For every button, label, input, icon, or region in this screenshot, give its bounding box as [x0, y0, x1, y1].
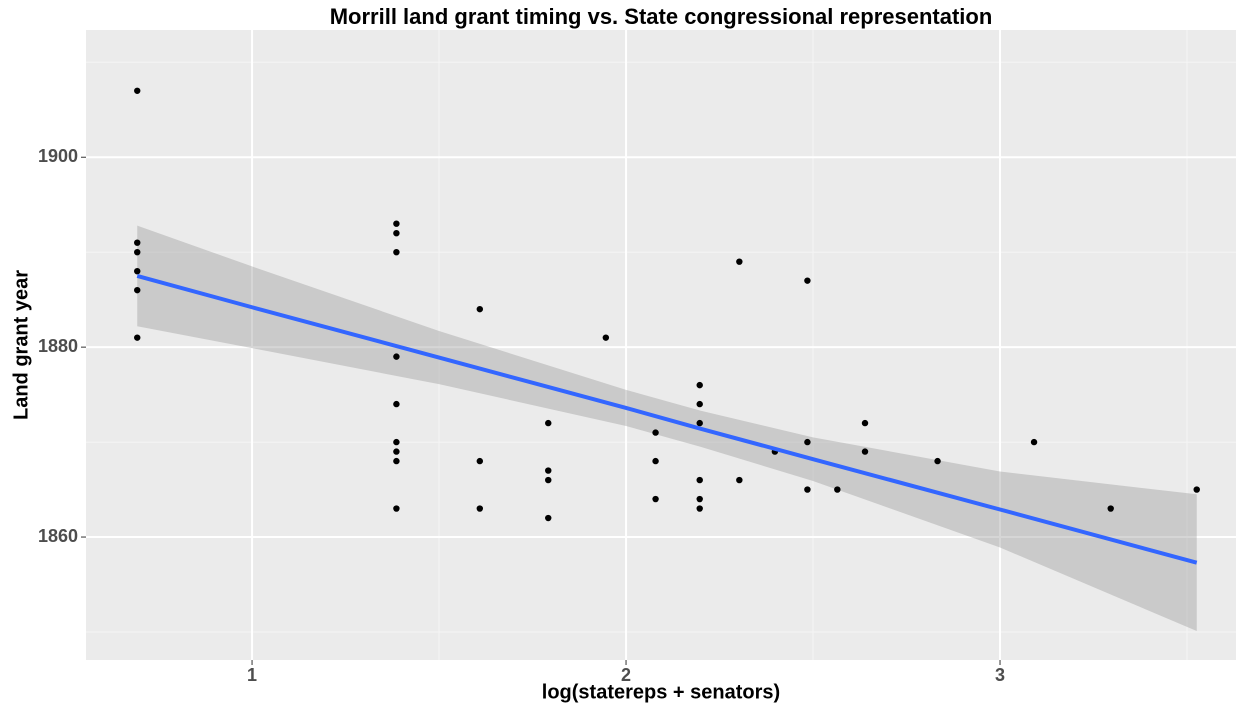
point [1107, 505, 1114, 512]
point [696, 419, 703, 427]
point [736, 476, 743, 484]
point [393, 229, 400, 237]
x-axis-title: log(statereps + senators) [542, 681, 780, 703]
point [134, 239, 141, 246]
y-tick-label: 1900 [38, 146, 78, 166]
point [652, 495, 659, 503]
point [134, 286, 141, 294]
point [861, 448, 869, 455]
point [393, 457, 400, 465]
point [134, 334, 141, 341]
point [476, 505, 484, 512]
point [545, 514, 552, 522]
point [393, 220, 400, 227]
point [134, 248, 141, 256]
x-tick-label: 2 [621, 665, 631, 685]
plot-panel [86, 30, 1236, 660]
point [696, 476, 703, 484]
point [545, 419, 552, 427]
point [696, 495, 703, 503]
point [834, 486, 841, 493]
point [652, 457, 659, 465]
point [804, 277, 811, 284]
y-axis-title: Land grant year [10, 270, 32, 420]
point [134, 87, 141, 94]
x-tick-label: 1 [247, 665, 257, 685]
point [545, 476, 552, 484]
point [393, 505, 400, 512]
x-tick-label: 3 [995, 665, 1005, 685]
chart-title: Morrill land grant timing vs. State cong… [330, 4, 993, 29]
point [476, 457, 484, 465]
point [134, 267, 141, 275]
point [934, 457, 941, 465]
point [393, 353, 400, 360]
point [652, 429, 659, 436]
confidence-band [137, 225, 1197, 632]
point [1030, 438, 1038, 446]
point [861, 419, 869, 427]
point [393, 438, 400, 446]
point [393, 248, 400, 256]
point [804, 438, 811, 446]
point [736, 258, 743, 265]
point [804, 486, 811, 493]
point [545, 467, 552, 474]
point [696, 505, 703, 512]
point [393, 448, 400, 455]
point [476, 305, 484, 313]
point [696, 381, 703, 389]
point [1193, 486, 1200, 493]
y-tick-label: 1880 [38, 336, 78, 356]
point [602, 334, 610, 341]
fit-line [136, 273, 1198, 565]
point [696, 400, 703, 408]
point [393, 400, 400, 408]
y-tick-label: 1860 [38, 526, 78, 546]
